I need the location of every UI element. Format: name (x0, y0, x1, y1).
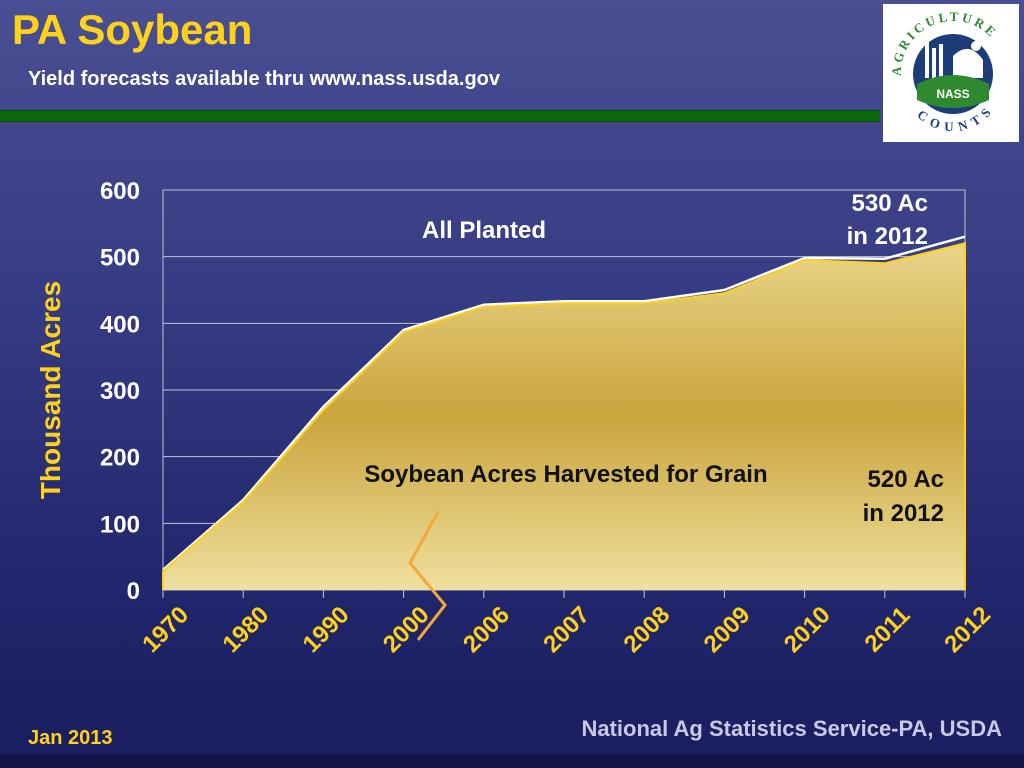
harvested-series-line (162, 242, 966, 590)
skyline-icon (925, 40, 983, 78)
y-tick-label: 100 (100, 511, 140, 538)
logo-badge: NASS (936, 87, 969, 101)
y-tick-label: 200 (100, 445, 140, 472)
bottom-band (0, 754, 1024, 768)
x-tick-label: 1980 (217, 601, 274, 658)
x-tick-label: 2009 (699, 601, 756, 658)
y-tick-label: 300 (100, 378, 140, 405)
axis-break-mark (408, 511, 447, 641)
agriculture-counts-logo: NASS AGRICULTURE COUNTS (883, 4, 1019, 142)
annotation-planted-year: in 2012 (847, 223, 928, 250)
planted-series-line (162, 235, 966, 571)
x-tick-label: 2007 (538, 601, 595, 658)
annotation-all-planted: All Planted (422, 217, 546, 244)
x-tick-label: 2011 (860, 602, 916, 658)
footer-date: Jan 2013 (28, 727, 113, 749)
footer-source: National Ag Statistics Service-PA, USDA (581, 716, 1002, 741)
x-tick-label: 1990 (298, 601, 355, 658)
page-title: PA Soybean (12, 6, 253, 53)
annotation-harvested-year: in 2012 (863, 500, 944, 527)
y-tick-label: 0 (127, 578, 140, 605)
annotation-harvested-value: 520 Ac (868, 466, 945, 493)
y-tick-label: 500 (100, 245, 140, 272)
title-divider (0, 110, 880, 122)
y-tick-label: 400 (100, 311, 140, 338)
page-subtitle: Yield forecasts available thru www.nass.… (28, 68, 501, 90)
annotation-planted-value: 530 Ac (852, 190, 929, 217)
x-tick-label: 2010 (779, 601, 836, 658)
x-tick-label: 2008 (618, 601, 675, 658)
x-tick-label: 2012 (939, 601, 996, 658)
x-tick-label: 2006 (458, 601, 515, 658)
y-tick-label: 600 (100, 178, 140, 205)
annotation-harvested-label: Soybean Acres Harvested for Grain (364, 461, 767, 488)
y-axis-label: Thousand Acres (35, 281, 66, 499)
x-tick-label: 1970 (137, 601, 194, 658)
harvested-area (163, 243, 965, 591)
